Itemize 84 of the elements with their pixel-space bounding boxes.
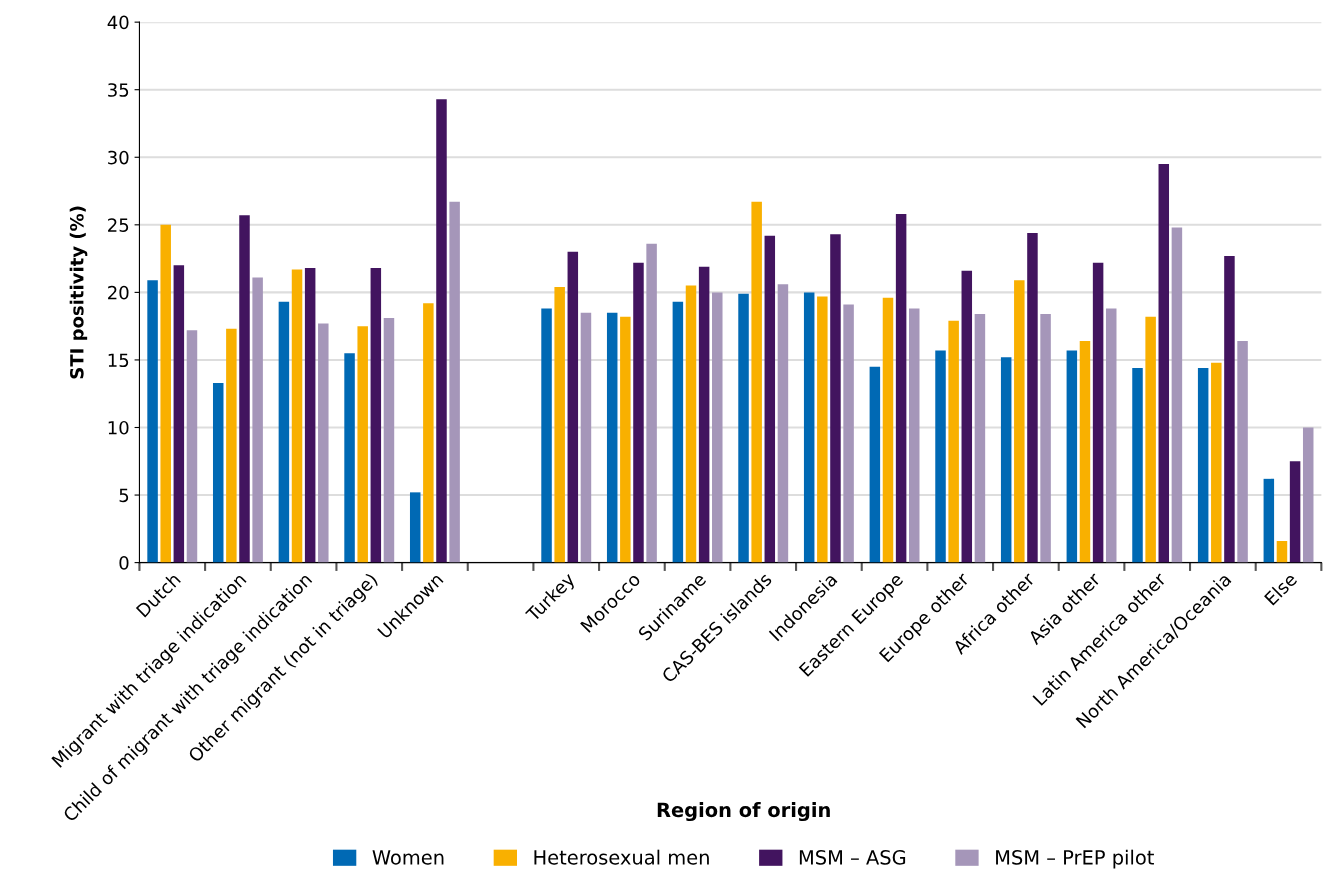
bar — [712, 292, 723, 563]
bar — [948, 320, 959, 563]
bar — [1000, 357, 1012, 563]
y-tick-label: 10 — [108, 420, 129, 435]
x-axis-title: Region of origin — [657, 802, 830, 822]
bar — [1040, 314, 1051, 563]
bar — [620, 316, 631, 563]
legend-label: Women — [372, 850, 444, 865]
bar — [1014, 280, 1025, 563]
bar — [935, 350, 946, 563]
bar — [672, 301, 684, 563]
bar — [318, 323, 329, 563]
bar — [252, 277, 263, 563]
bar — [1171, 227, 1183, 563]
bar — [698, 266, 710, 563]
bar — [974, 314, 986, 563]
bar — [1224, 255, 1235, 563]
y-tick-label: 25 — [108, 218, 129, 232]
bar — [1145, 316, 1156, 563]
bar — [239, 215, 250, 563]
bar — [1027, 232, 1038, 563]
bar — [1289, 461, 1301, 563]
bar — [751, 201, 762, 563]
bar — [633, 262, 644, 563]
bar — [895, 214, 907, 563]
bar — [803, 292, 815, 563]
bar — [278, 301, 290, 563]
bar — [685, 285, 697, 563]
bar — [1237, 341, 1248, 563]
bar — [1197, 368, 1209, 563]
bar — [383, 318, 395, 563]
bar — [1263, 478, 1275, 563]
y-tick-label: 5 — [119, 488, 129, 503]
bar — [961, 270, 973, 563]
bar — [147, 280, 158, 563]
bar — [173, 265, 185, 563]
bar — [567, 251, 579, 563]
bar — [449, 201, 460, 563]
bar — [1302, 427, 1314, 563]
bar — [606, 312, 618, 563]
bar — [423, 303, 434, 563]
bar — [843, 304, 854, 563]
bar — [1158, 164, 1170, 563]
legend-label: Heterosexual men — [534, 849, 709, 865]
legend-label: MSM – PrEP pilot — [996, 849, 1154, 869]
bar — [1211, 362, 1222, 563]
bar — [869, 366, 881, 563]
bar — [304, 268, 316, 563]
bar — [370, 268, 382, 563]
y-tick-label: 35 — [108, 83, 129, 97]
bar — [1276, 540, 1288, 563]
bar — [160, 224, 171, 563]
bar — [909, 308, 920, 563]
y-tick-label: 20 — [108, 285, 129, 300]
legend-label: MSM – ASG — [799, 850, 906, 865]
bar — [1105, 308, 1117, 563]
bar — [764, 235, 776, 563]
bar — [1132, 368, 1143, 563]
y-tick-label: 15 — [108, 353, 129, 368]
bar — [738, 293, 749, 563]
bar — [1066, 350, 1078, 563]
bar — [817, 296, 828, 563]
bar — [777, 284, 789, 563]
bar — [436, 99, 447, 563]
bar — [186, 330, 198, 563]
y-tick-label: 40 — [107, 15, 129, 30]
bar — [344, 353, 355, 563]
bar — [646, 243, 657, 563]
bar — [1079, 341, 1091, 563]
bar — [1092, 262, 1104, 563]
bar — [541, 308, 552, 563]
bar — [830, 234, 841, 563]
bar — [357, 326, 368, 563]
bar — [226, 328, 237, 563]
bar — [882, 297, 894, 563]
y-tick-label: 0 — [119, 556, 129, 570]
y-axis-title: STI positivity (%) — [69, 206, 88, 379]
x-tick-label: Else — [1263, 571, 1298, 606]
bar — [409, 492, 421, 563]
bar — [291, 269, 303, 563]
bar — [212, 382, 224, 563]
y-tick-label: 30 — [108, 150, 129, 165]
bar — [554, 286, 565, 563]
bar — [580, 312, 592, 563]
